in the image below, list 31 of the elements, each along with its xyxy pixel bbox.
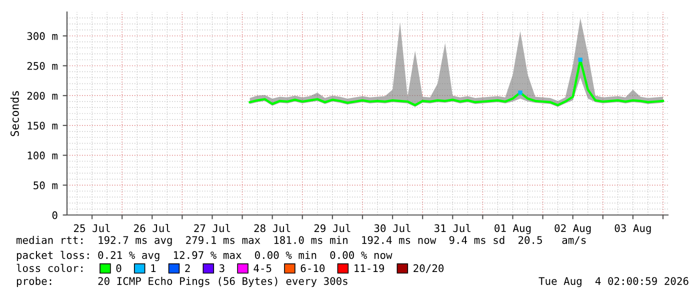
legend-title: loss color: (16, 264, 82, 272)
x-tick-label: 26 Jul (134, 224, 170, 232)
text: packet loss: 0.21 % avg 12.97 % max 0.00 % min 0.00 % now (16, 250, 392, 262)
legend-label: 11-19 (354, 264, 384, 272)
x-tick-label: 31 Jul (434, 224, 470, 232)
x-tick-label: 03 Aug (614, 224, 651, 234)
x-tick-label: 29 Jul (314, 224, 350, 232)
x-tick-label: 02 Aug (554, 224, 591, 234)
text: probe: 20 ICMP Echo Pings (56 Bytes) every 300s (16, 276, 348, 288)
y-axis-title: Seconds (10, 91, 19, 136)
legend-label: 1 (151, 264, 156, 272)
x-tick-label: 27 Jul (194, 224, 230, 232)
y-tick-label: 200 m (27, 92, 58, 100)
y-tick-label: 250 m (27, 62, 58, 70)
legend-label: 0 (116, 264, 122, 272)
x-tick-label: 28 Jul (254, 224, 290, 232)
y-tick-label: 100 m (28, 152, 58, 160)
legend-label: 6-10 (300, 264, 325, 272)
y-tick-label: 300 m (27, 32, 58, 40)
x-tick-label: 25 Jul (74, 224, 110, 232)
text: median rtt: 192.7 ms avg 279.1 ms max 181.0 ms min 192.4 ms now 9.4 ms sd 20.5 am/s (16, 236, 586, 246)
legend-label: 20/20 (414, 264, 444, 273)
legend-label: 4-5 (254, 264, 272, 272)
y-tick-label: 150 m (28, 122, 58, 130)
legend-label: 2 (185, 264, 190, 272)
legend-label: 3 (220, 264, 224, 272)
y-tick-label: 50 m (34, 181, 58, 190)
x-tick-label: 30 Jul (374, 224, 410, 232)
text: Tue Aug 4 02:00:59 2026 (538, 277, 688, 288)
x-tick-label: 01 Aug (494, 224, 531, 234)
y-tick-label: 0 (52, 211, 58, 220)
